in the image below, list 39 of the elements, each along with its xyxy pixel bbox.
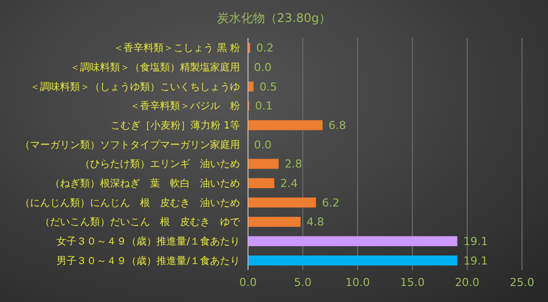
y-tick-label: 男子３０～４９（歳）推進量/１食あたり <box>56 254 240 267</box>
x-tick-label: 5.0 <box>294 276 312 289</box>
data-label: 0.0 <box>254 138 272 152</box>
data-label: 0.1 <box>255 100 273 113</box>
data-label: 6.8 <box>328 119 346 132</box>
y-tick-label: （マーガリン類）ソフトタイプマーガリン家庭用 <box>20 138 240 151</box>
data-label: 2.4 <box>280 177 298 190</box>
bar <box>248 120 323 130</box>
x-tick-label: 20.0 <box>454 276 480 289</box>
y-tick-label: ＜調味料類＞（食塩類）精製塩家庭用 <box>70 62 240 74</box>
bar <box>248 158 279 169</box>
data-label: 0.0 <box>254 61 272 74</box>
data-label: 4.8 <box>306 216 324 229</box>
x-tick-label: 10.0 <box>345 276 370 289</box>
y-tick-label: ＜調味料類＞（しょうゆ類）こいくちしょうゆ <box>30 80 240 93</box>
bar <box>248 256 458 266</box>
y-tick-label: ＜香辛料類＞こしょう 黒 粉 <box>114 42 240 54</box>
data-label: 0.5 <box>259 80 277 94</box>
y-tick-label: （ねぎ類）根深ねぎ 葉 軟白 油いため <box>50 178 240 190</box>
data-label: 0.2 <box>256 42 274 55</box>
y-tick-label: （ひらたけ類）エリンギ 油いため <box>80 158 240 170</box>
y-tick-label: （だいこん類）だいこん 根 皮むき ゆで <box>40 216 241 228</box>
bar <box>248 236 458 246</box>
y-tick-label: 女子３０～４９（歳）推進量/１食あたり <box>56 236 240 248</box>
data-label: 19.1 <box>463 254 488 268</box>
x-tick-label: 0.0 <box>239 276 257 289</box>
bar <box>248 198 316 208</box>
y-tick-label: （にんじん類）にんじん 根 皮むき 油いため <box>20 196 240 209</box>
chart-title: 炭水化物（23.80g） <box>216 10 332 27</box>
bar <box>248 178 274 188</box>
y-tick-label: こむぎ［小麦粉］薄力粉 1等 <box>110 120 240 132</box>
y-tick-label: ＜香辛料類＞バジル 粉 <box>130 100 240 112</box>
bar <box>248 216 301 227</box>
bar <box>248 82 254 92</box>
data-label: 6.2 <box>322 196 340 210</box>
data-label: 2.8 <box>284 158 302 171</box>
data-label: 19.1 <box>463 235 488 248</box>
x-tick-label: 15.0 <box>400 276 425 289</box>
x-tick-label: 25.0 <box>510 276 534 289</box>
